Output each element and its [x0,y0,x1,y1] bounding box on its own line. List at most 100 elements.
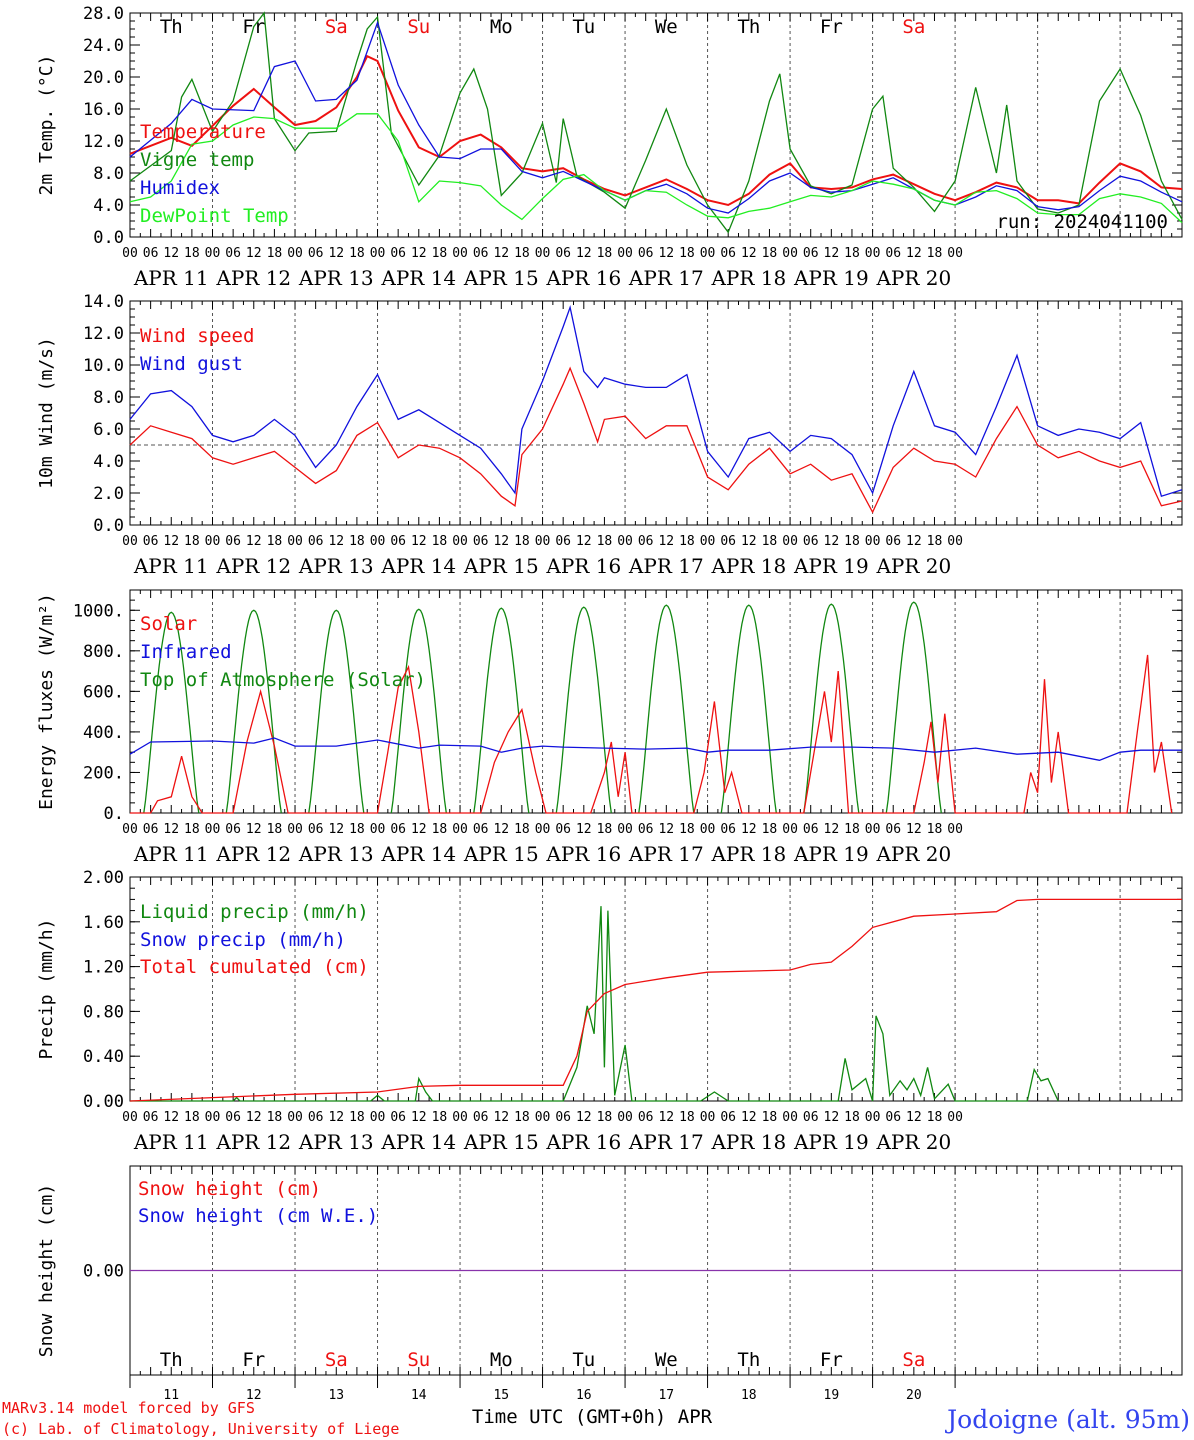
legend-entry: DewPoint Temp [140,205,289,227]
day-name-bottom: Tu [572,1349,595,1371]
legend-entry: Vigne temp [140,149,254,171]
hour-tick-label: 00 [782,246,798,261]
series-line-top-of-atmosphere [720,604,777,814]
hour-tick-label: 12 [741,534,757,549]
hour-tick-label: 18 [432,246,448,261]
hour-tick-label: 06 [885,246,901,261]
series-line-top-of-atmosphere [390,608,447,814]
date-label: APR 18 [710,1130,786,1154]
hour-tick-label: 12 [658,534,674,549]
series-line-vigne-temp [129,11,1183,234]
hour-tick-label: 12 [163,246,179,261]
date-label: APR 16 [545,842,621,866]
hour-tick-label: 18 [432,822,448,837]
series-line-wind-gust [129,305,1183,498]
day-name-bottom: Sa [902,1349,925,1371]
day-name-top: Fr [242,16,265,38]
day-number: 13 [328,1388,344,1403]
hour-tick-label: 12 [328,1110,344,1125]
hour-tick-label: 06 [885,534,901,549]
footer-copyright: (c) Lab. of Climatology, University of L… [2,1420,399,1438]
hour-tick-label: 06 [308,822,324,837]
y-tick-label: 8.0 [93,388,124,408]
series-line-liquid-precip-mm-h- [130,906,1059,1102]
y-tick-label: 20.0 [83,68,124,88]
legend-entry: Wind speed [140,325,254,347]
legend-entry: Wind gust [140,353,243,375]
y-axis-label: 10m Wind (m/s) [36,337,57,489]
series-line-top-of-atmosphere [638,604,695,814]
day-number: 14 [411,1388,427,1403]
hour-tick-label: 18 [762,1110,778,1125]
y-axis-label: Precip (mm/h) [36,919,57,1060]
hour-tick-label: 12 [493,246,509,261]
hour-tick-label: 18 [597,1110,613,1125]
hour-tick-label: 00 [452,246,468,261]
series-line-total-cumulated-cm- [129,898,1182,1102]
hour-tick-label: 18 [184,534,200,549]
series-line-top-of-atmosphere [803,603,860,814]
hour-tick-label: 12 [658,1110,674,1125]
hour-tick-label: 06 [308,1110,324,1125]
hour-tick-label: 12 [906,1110,922,1125]
legend-entry: Snow height (cm) [138,1178,321,1200]
hour-tick-label: 00 [947,1110,963,1125]
date-label: APR 19 [793,266,869,290]
day-number: 11 [163,1388,179,1403]
hour-tick-label: 06 [720,822,736,837]
hour-tick-label: 06 [885,822,901,837]
date-label: APR 14 [380,554,456,578]
hour-tick-label: 06 [638,1110,654,1125]
hour-tick-label: 06 [803,822,819,837]
day-name-top: Tu [572,16,595,38]
hour-tick-label: 12 [576,1110,592,1125]
hour-tick-label: 18 [349,534,365,549]
y-tick-label: 0.40 [83,1047,124,1067]
y-tick-label: 400. [83,723,124,743]
hour-tick-label: 00 [370,1110,386,1125]
day-name-top: Su [407,16,430,38]
hour-tick-label: 00 [617,822,633,837]
hour-tick-label: 12 [493,822,509,837]
hour-tick-label: 06 [390,534,406,549]
hour-tick-label: 00 [205,534,221,549]
hour-tick-label: 18 [762,822,778,837]
hour-tick-label: 00 [452,1110,468,1125]
hour-tick-label: 12 [328,534,344,549]
hour-tick-label: 18 [679,822,695,837]
hour-tick-label: 00 [122,822,138,837]
hour-tick-label: 06 [390,1110,406,1125]
hour-tick-label: 06 [308,246,324,261]
date-label: APR 18 [710,266,786,290]
series-line-top-of-atmosphere [555,606,612,814]
series-line-top-of-atmosphere [473,607,530,814]
y-tick-label: 200. [83,763,124,783]
date-label: APR 20 [875,1130,951,1154]
hour-tick-label: 18 [597,246,613,261]
series-line-top-of-atmosphere [308,609,365,814]
hour-tick-label: 12 [411,534,427,549]
hour-tick-label: 00 [865,246,881,261]
y-tick-label: 0. [104,804,124,824]
hour-tick-label: 12 [576,534,592,549]
hour-tick-label: 06 [803,534,819,549]
time-axis-label: Time UTC (GMT+0h) APR [472,1406,713,1428]
hour-tick-label: 18 [514,822,530,837]
hour-tick-label: 12 [576,246,592,261]
hour-tick-label: 18 [597,534,613,549]
date-label: APR 19 [793,842,869,866]
date-label: APR 19 [793,1130,869,1154]
day-name-top: We [655,16,678,38]
hour-tick-label: 00 [947,534,963,549]
hour-tick-label: 00 [287,246,303,261]
hour-tick-label: 06 [803,246,819,261]
hour-tick-label: 12 [493,1110,509,1125]
day-name-top: Th [160,16,183,38]
legend-entry: Total cumulated (cm) [140,956,369,978]
hour-tick-label: 12 [246,1110,262,1125]
hour-tick-label: 06 [638,246,654,261]
series-line-top-of-atmosphere [225,609,282,814]
run-label: run: 2024041100 [996,211,1168,233]
hour-tick-label: 06 [308,534,324,549]
